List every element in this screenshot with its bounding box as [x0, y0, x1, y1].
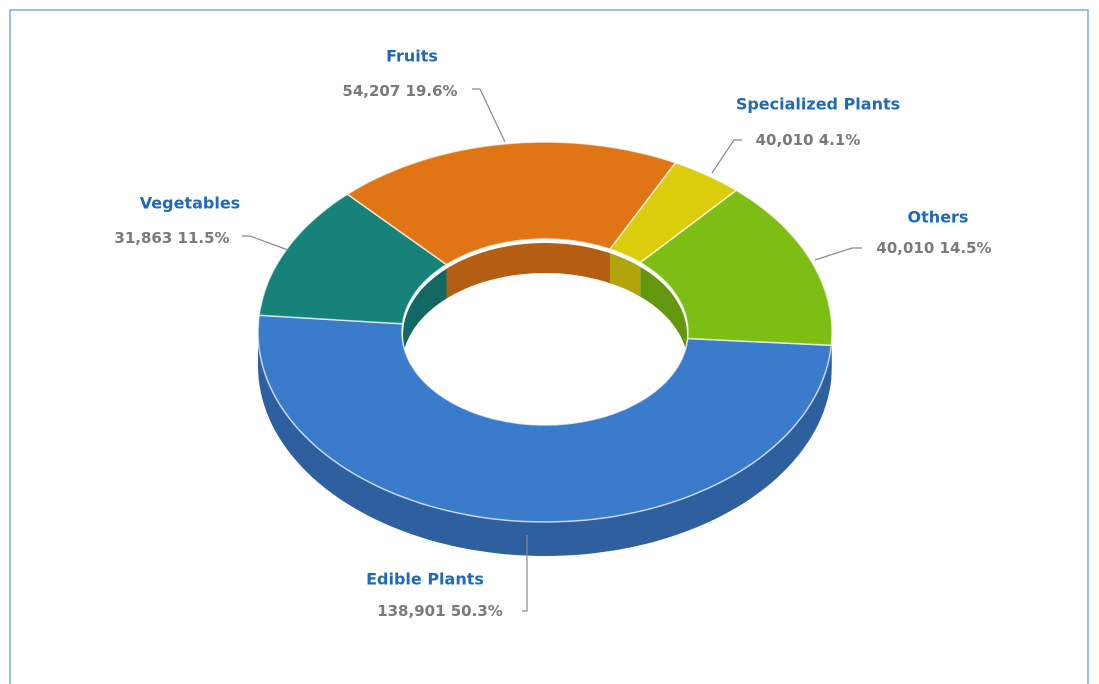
- inner-wall: [403, 264, 447, 358]
- amount-label: 54,207: [342, 82, 400, 100]
- leader-line: [472, 88, 506, 143]
- slice-name: Vegetables: [140, 194, 240, 213]
- inner-wall: [446, 243, 610, 299]
- slice-name: Fruits: [386, 47, 438, 66]
- outer-wall: [258, 332, 832, 556]
- leader-line: [522, 535, 528, 612]
- slice-name: Specialized Plants: [736, 95, 900, 114]
- amount-label: 40,010: [876, 239, 934, 257]
- percent-label: 4.1%: [819, 131, 861, 149]
- amount-label: 40,010: [756, 131, 814, 149]
- leader-line: [711, 139, 742, 174]
- slice-name: Edible Plants: [366, 570, 484, 589]
- amount-label: 138,901: [377, 602, 445, 620]
- amount-label: 31,863: [114, 229, 172, 247]
- donut-hole: [403, 243, 687, 427]
- percent-label: 50.3%: [451, 602, 503, 620]
- slice-name: Others: [908, 208, 969, 227]
- leader-line: [242, 235, 289, 251]
- leader-line: [814, 247, 862, 261]
- donut-slice: [638, 189, 833, 347]
- slice-value: 40,010 14.5%: [876, 239, 991, 257]
- slice-value: 40,010 4.1%: [756, 131, 861, 149]
- slice-value: 31,863 11.5%: [114, 229, 229, 247]
- percent-label: 14.5%: [940, 239, 992, 257]
- percent-label: 19.6%: [406, 82, 458, 100]
- slice-value: 138,901 50.3%: [377, 602, 503, 620]
- inner-wall: [640, 262, 687, 366]
- slice-value: 54,207 19.6%: [342, 82, 457, 100]
- percent-label: 11.5%: [178, 229, 230, 247]
